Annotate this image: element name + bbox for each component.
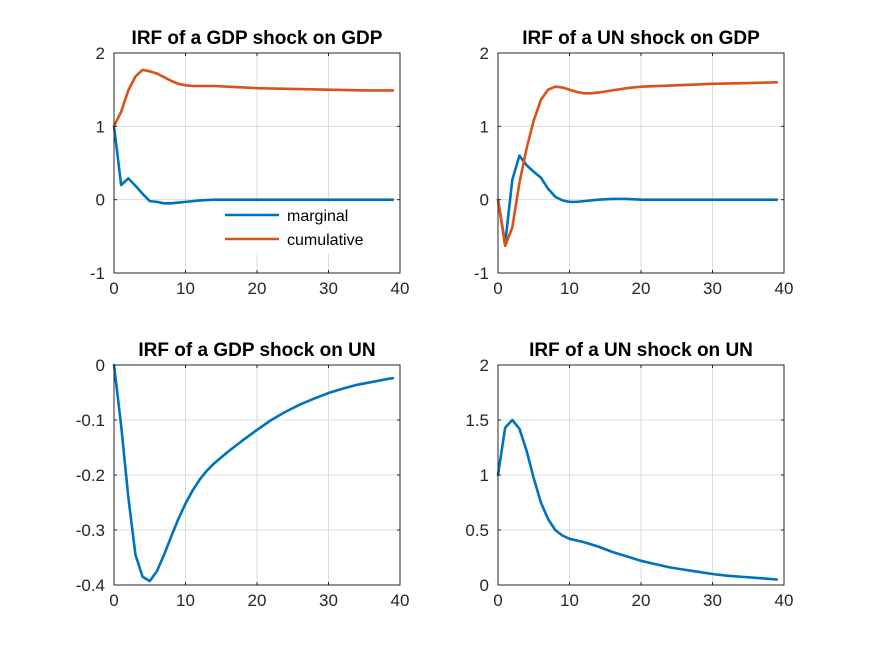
- series-line-cumulative: [112, 68, 395, 128]
- y-tick-label: 1: [480, 466, 489, 485]
- series-line-marginal: [496, 154, 779, 245]
- x-tick-label: 40: [391, 591, 410, 610]
- x-tick-label: 30: [703, 591, 722, 610]
- x-tick-label: 0: [109, 591, 118, 610]
- legend: marginal cumulative: [219, 203, 390, 253]
- chart-title: IRF of a GDP shock on GDP: [132, 28, 383, 49]
- x-tick-label: 30: [319, 591, 338, 610]
- x-tick-label: 40: [775, 279, 794, 298]
- chart-panel-4: 0 10 20 30 40 0 0.5 1 1.5 2 IRF of a UN shock on U…: [465, 340, 793, 610]
- y-tick-label: 1.5: [465, 411, 489, 430]
- chart-title: IRF of a UN shock on UN: [529, 340, 753, 361]
- x-tick-label: 20: [248, 591, 267, 610]
- x-tick-label: 20: [632, 591, 651, 610]
- y-tick-label: 0: [480, 191, 489, 210]
- series-line-cumulative: [496, 81, 779, 248]
- y-tick-label: 2: [480, 356, 489, 375]
- legend-box: [219, 203, 390, 253]
- y-tick-label: 2: [96, 44, 105, 63]
- x-tick-label: 0: [493, 591, 502, 610]
- y-tick-label: -1: [474, 264, 489, 283]
- x-tick-label: 10: [560, 279, 579, 298]
- x-tick-label: 10: [560, 591, 579, 610]
- x-tick-label: 40: [391, 279, 410, 298]
- y-tick-label: 0: [96, 191, 105, 210]
- y-tick-label: 0: [480, 576, 489, 595]
- y-tick-label: -0.3: [76, 521, 105, 540]
- series-line-marginal: [112, 363, 395, 583]
- y-tick-label: 2: [480, 44, 489, 63]
- legend-label-marginal: marginal: [287, 208, 348, 225]
- legend-label-cumulative: cumulative: [287, 232, 364, 249]
- x-tick-label: 0: [109, 279, 118, 298]
- y-tick-label: -0.2: [76, 466, 105, 485]
- y-tick-label: -0.1: [76, 411, 105, 430]
- chart-title: IRF of a UN shock on GDP: [522, 28, 760, 49]
- y-tick-label: -0.4: [76, 576, 105, 595]
- x-tick-label: 20: [248, 279, 267, 298]
- x-tick-label: 20: [632, 279, 651, 298]
- x-tick-label: 30: [319, 279, 338, 298]
- x-tick-label: 10: [176, 591, 195, 610]
- series-line-marginal: [112, 125, 395, 205]
- y-tick-label: 0: [96, 356, 105, 375]
- y-tick-label: 0.5: [465, 521, 489, 540]
- y-tick-label: -1: [90, 264, 105, 283]
- series-line-marginal: [496, 418, 779, 581]
- chart-panel-3: 0 10 20 30 40 -0.4 -0.3 -0.2 -0.1 0 IRF of a GDP s…: [76, 340, 410, 610]
- x-tick-label: 40: [775, 591, 794, 610]
- x-tick-label: 30: [703, 279, 722, 298]
- y-tick-label: 1: [96, 117, 105, 136]
- chart-title: IRF of a GDP shock on UN: [138, 340, 375, 361]
- x-tick-label: 0: [493, 279, 502, 298]
- x-tick-label: 10: [176, 279, 195, 298]
- y-tick-label: 1: [480, 117, 489, 136]
